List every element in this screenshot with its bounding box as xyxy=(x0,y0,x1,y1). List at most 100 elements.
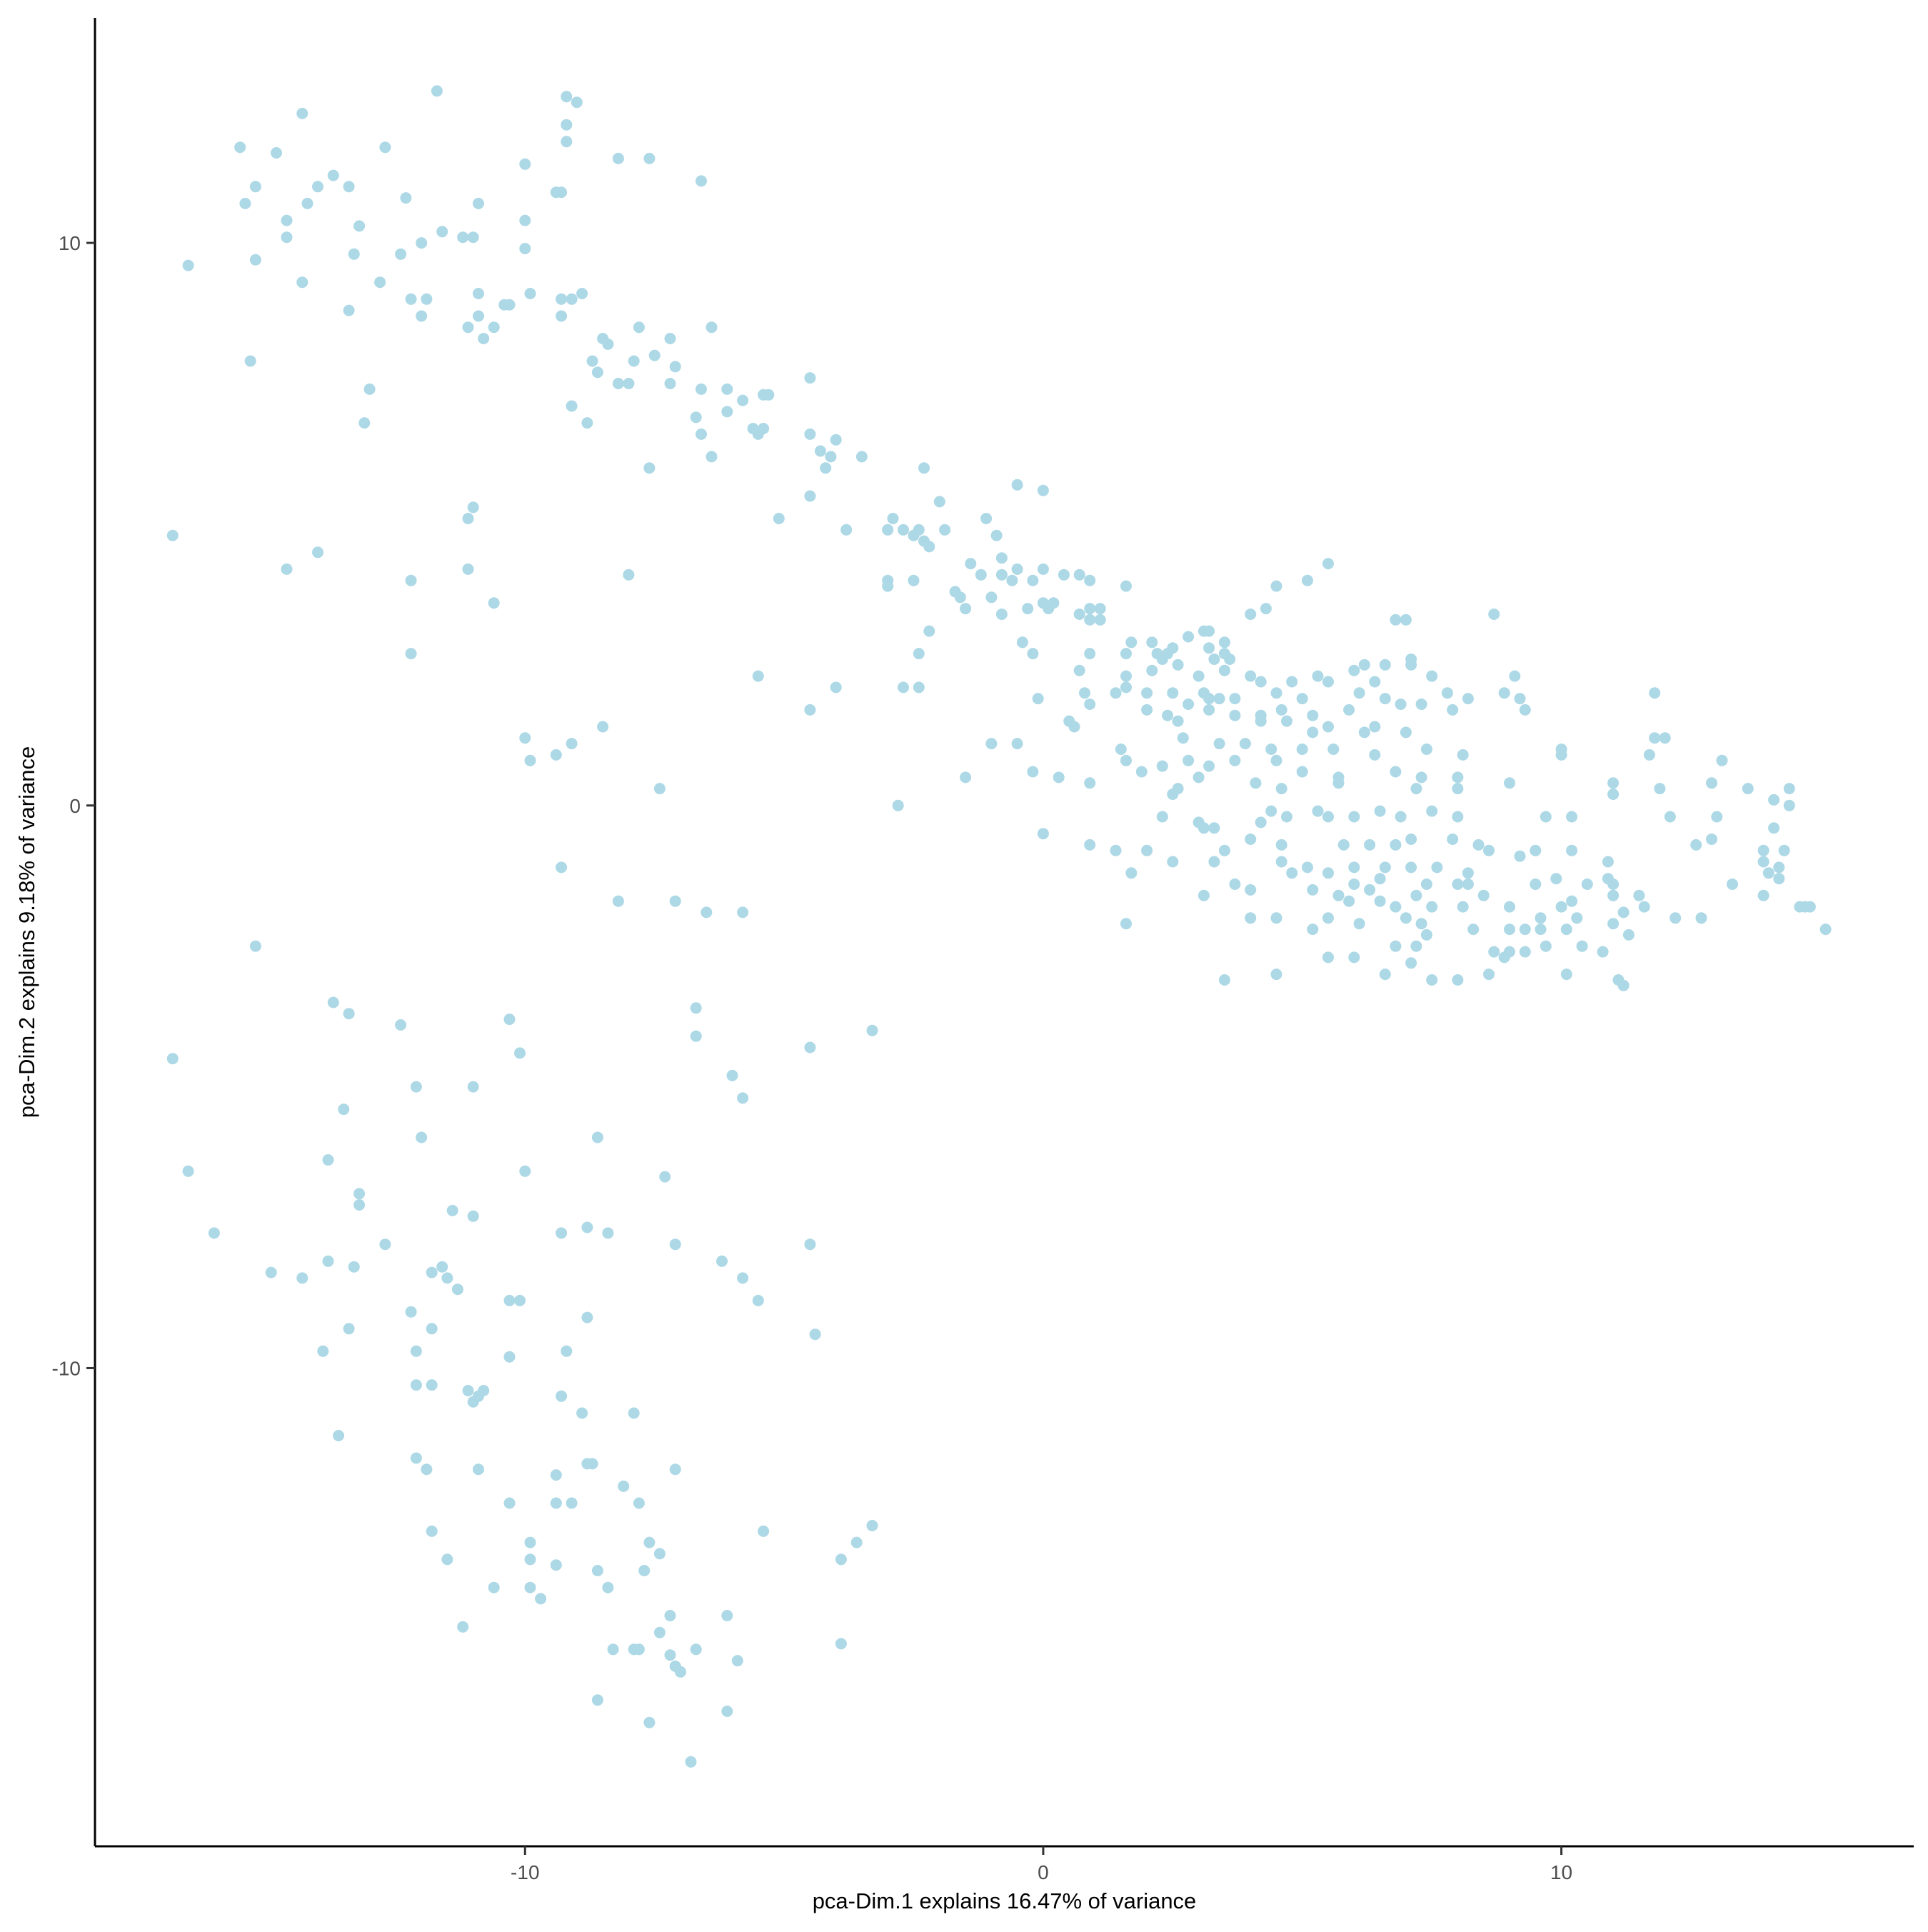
data-point xyxy=(1275,856,1287,868)
data-point xyxy=(1084,777,1096,789)
data-point xyxy=(804,704,816,716)
data-point xyxy=(1110,687,1122,699)
data-point xyxy=(488,321,500,334)
data-point xyxy=(1084,574,1096,586)
data-point xyxy=(731,1655,743,1667)
data-point xyxy=(1390,614,1402,626)
data-point xyxy=(1530,844,1542,856)
data-point xyxy=(1410,783,1422,795)
data-point xyxy=(638,1565,651,1576)
data-point xyxy=(1229,879,1241,890)
data-point xyxy=(1302,861,1313,874)
data-point xyxy=(648,349,661,361)
data-point xyxy=(1447,834,1459,845)
data-point xyxy=(296,1272,308,1284)
data-point xyxy=(1275,783,1287,795)
data-point xyxy=(1146,664,1158,676)
data-point xyxy=(312,546,323,559)
data-point xyxy=(1514,693,1526,705)
data-point xyxy=(395,1019,407,1031)
data-point xyxy=(1504,924,1515,936)
data-point xyxy=(182,1165,194,1177)
data-point xyxy=(1218,844,1230,856)
data-point xyxy=(503,1294,516,1306)
data-point xyxy=(653,1626,666,1638)
data-point xyxy=(1208,654,1220,665)
data-point xyxy=(556,293,568,305)
data-point xyxy=(1426,901,1438,913)
data-point xyxy=(1607,879,1620,890)
data-point xyxy=(1420,929,1432,941)
data-point xyxy=(1229,754,1241,766)
data-point xyxy=(327,169,339,181)
data-point xyxy=(1783,783,1795,795)
data-point xyxy=(825,451,837,463)
data-point xyxy=(1265,744,1277,755)
data-point xyxy=(1390,839,1402,851)
data-point xyxy=(343,304,355,316)
data-point xyxy=(804,490,816,502)
data-point xyxy=(939,524,951,536)
data-point xyxy=(1141,844,1153,856)
data-point xyxy=(690,1643,702,1656)
data-point xyxy=(669,1238,681,1251)
data-point xyxy=(1566,844,1578,856)
y-axis-title: pca-Dim.2 explains 9.18% of variance xyxy=(14,746,39,1118)
data-point xyxy=(571,96,583,109)
data-point xyxy=(1213,738,1225,750)
data-point xyxy=(524,288,536,299)
data-point xyxy=(1353,918,1365,930)
data-point xyxy=(1281,715,1292,727)
data-point xyxy=(1783,799,1795,811)
x-tick-label: -10 xyxy=(511,1861,539,1883)
data-point xyxy=(623,569,635,581)
data-point xyxy=(467,1081,479,1093)
x-tick-label: 10 xyxy=(1550,1861,1572,1883)
data-point xyxy=(612,895,624,907)
data-point xyxy=(664,378,676,389)
data-point xyxy=(353,1188,366,1200)
data-point xyxy=(353,220,366,232)
data-point xyxy=(1032,693,1044,705)
data-point xyxy=(1079,687,1090,699)
data-point xyxy=(763,389,775,401)
data-point xyxy=(633,1643,645,1656)
data-point xyxy=(866,1520,878,1531)
data-point xyxy=(633,1497,645,1509)
data-point xyxy=(623,378,635,389)
data-point xyxy=(416,310,428,322)
data-point xyxy=(1245,912,1257,924)
data-point xyxy=(1068,721,1080,733)
x-axis-ticks: -10 0 10 xyxy=(511,1846,1572,1883)
data-point xyxy=(1690,839,1702,851)
data-point xyxy=(1307,726,1319,739)
data-point xyxy=(1509,670,1521,682)
data-point xyxy=(1369,721,1381,733)
data-point xyxy=(1322,811,1334,823)
data-point xyxy=(1348,861,1360,874)
data-point xyxy=(296,276,308,289)
data-point xyxy=(363,383,376,395)
data-point xyxy=(467,231,479,244)
data-point xyxy=(1006,574,1018,586)
data-point xyxy=(1172,715,1184,727)
data-point xyxy=(696,175,707,187)
data-point xyxy=(1135,766,1148,778)
data-point xyxy=(1141,687,1153,699)
data-point xyxy=(524,754,536,766)
data-point xyxy=(602,1227,614,1239)
data-point xyxy=(591,1694,603,1706)
data-point xyxy=(1369,676,1381,688)
data-point xyxy=(1390,940,1402,952)
data-point xyxy=(1203,760,1215,772)
data-point xyxy=(1607,889,1620,901)
data-point xyxy=(1757,844,1769,856)
data-point xyxy=(1390,766,1402,778)
data-point xyxy=(1602,856,1614,868)
data-point xyxy=(550,749,562,761)
data-point xyxy=(1027,766,1039,778)
data-point xyxy=(281,563,293,575)
data-point xyxy=(556,1227,568,1239)
data-point xyxy=(1649,732,1661,744)
